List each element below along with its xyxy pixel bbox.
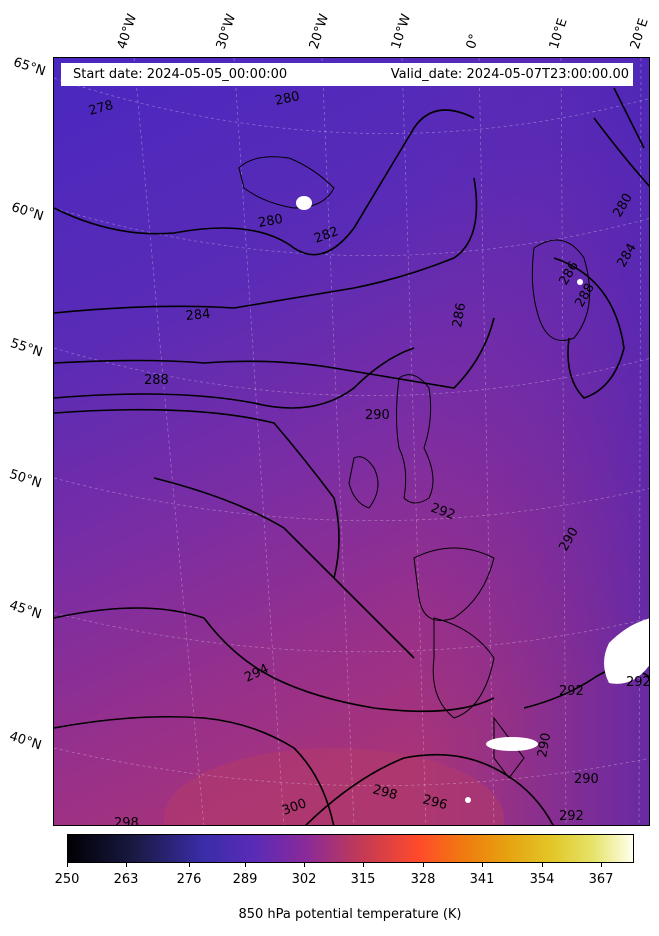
colorbar-tick xyxy=(245,863,246,867)
contour-label: 280 xyxy=(257,212,284,231)
colorbar xyxy=(67,834,634,863)
colorbar-tick xyxy=(67,863,68,867)
colorbar-tick-label: 263 xyxy=(113,872,139,887)
lat-label-55n: 55°N xyxy=(8,336,45,361)
colorbar-tick xyxy=(304,863,305,867)
lon-label-20w: 20°W xyxy=(306,12,333,51)
colorbar-tick xyxy=(189,863,190,867)
contour-label: 296 xyxy=(421,792,449,813)
map-canvas: 278 280 280 282 284 286 286 288 288 290 … xyxy=(54,58,650,826)
colorbar-title: 850 hPa potential temperature (K) xyxy=(238,907,462,922)
lon-label-10e: 10°E xyxy=(546,16,571,51)
contour-label: 286 xyxy=(450,302,469,329)
contour-label: 292 xyxy=(559,684,584,699)
graticule-lines xyxy=(54,58,649,825)
colorbar-tick-label: 315 xyxy=(350,872,376,887)
lon-label-40w: 40°W xyxy=(114,12,141,51)
colorbar-tick-label: 367 xyxy=(588,872,614,887)
contour-label: 290 xyxy=(535,732,554,759)
colorbar-tick xyxy=(542,863,543,867)
map-header: Start date: 2024-05-05_00:00:00 Valid_da… xyxy=(61,63,633,86)
contour-label: 290 xyxy=(574,772,599,787)
colorbar-tick-label: 289 xyxy=(232,872,258,887)
contour-label: 298 xyxy=(371,782,399,803)
contour-label: 292 xyxy=(626,675,650,690)
lon-label-20e: 20°E xyxy=(627,16,652,51)
colorbar-tick xyxy=(126,863,127,867)
colorbar-tick-label: 328 xyxy=(410,872,436,887)
contour-label: 290 xyxy=(365,408,390,423)
map-panel[interactable]: 278 280 280 282 284 286 286 288 288 290 … xyxy=(53,57,650,826)
colorbar-tick xyxy=(601,863,602,867)
colorbar-tick xyxy=(482,863,483,867)
contour-label: 284 xyxy=(185,307,211,324)
contour-label: 278 xyxy=(87,98,115,119)
colorbar-tick-label: 341 xyxy=(469,872,495,887)
contour-label: 298 xyxy=(114,816,139,826)
colorbar-tick-label: 250 xyxy=(54,872,80,887)
start-date-label: Start date: 2024-05-05_00:00:00 xyxy=(73,67,288,82)
lat-label-45n: 45°N xyxy=(7,598,44,623)
colorbar-tick xyxy=(423,863,424,867)
lat-label-40n: 40°N xyxy=(7,729,44,754)
lon-label-30w: 30°W xyxy=(213,12,240,51)
colorbar-tick-label: 302 xyxy=(291,872,317,887)
lat-label-65n: 65°N xyxy=(11,55,48,80)
colorbar-tick-label: 354 xyxy=(529,872,555,887)
missing-data-patches xyxy=(296,196,649,803)
lat-label-50n: 50°N xyxy=(7,467,44,492)
contour-label: 292 xyxy=(559,809,584,824)
lon-label-0: 0° xyxy=(463,32,483,51)
lat-label-60n: 60°N xyxy=(9,200,46,225)
valid-date-label: Valid_date: 2024-05-07T23:00:00.00 xyxy=(390,67,629,82)
contour-label: 280 xyxy=(274,89,301,109)
contour-label: 288 xyxy=(144,373,169,388)
coastlines xyxy=(238,156,591,779)
colorbar-tick-label: 276 xyxy=(176,872,202,887)
warm-anomaly-shading xyxy=(164,748,504,825)
lon-label-10w: 10°W xyxy=(388,12,415,51)
colorbar-tick xyxy=(363,863,364,867)
